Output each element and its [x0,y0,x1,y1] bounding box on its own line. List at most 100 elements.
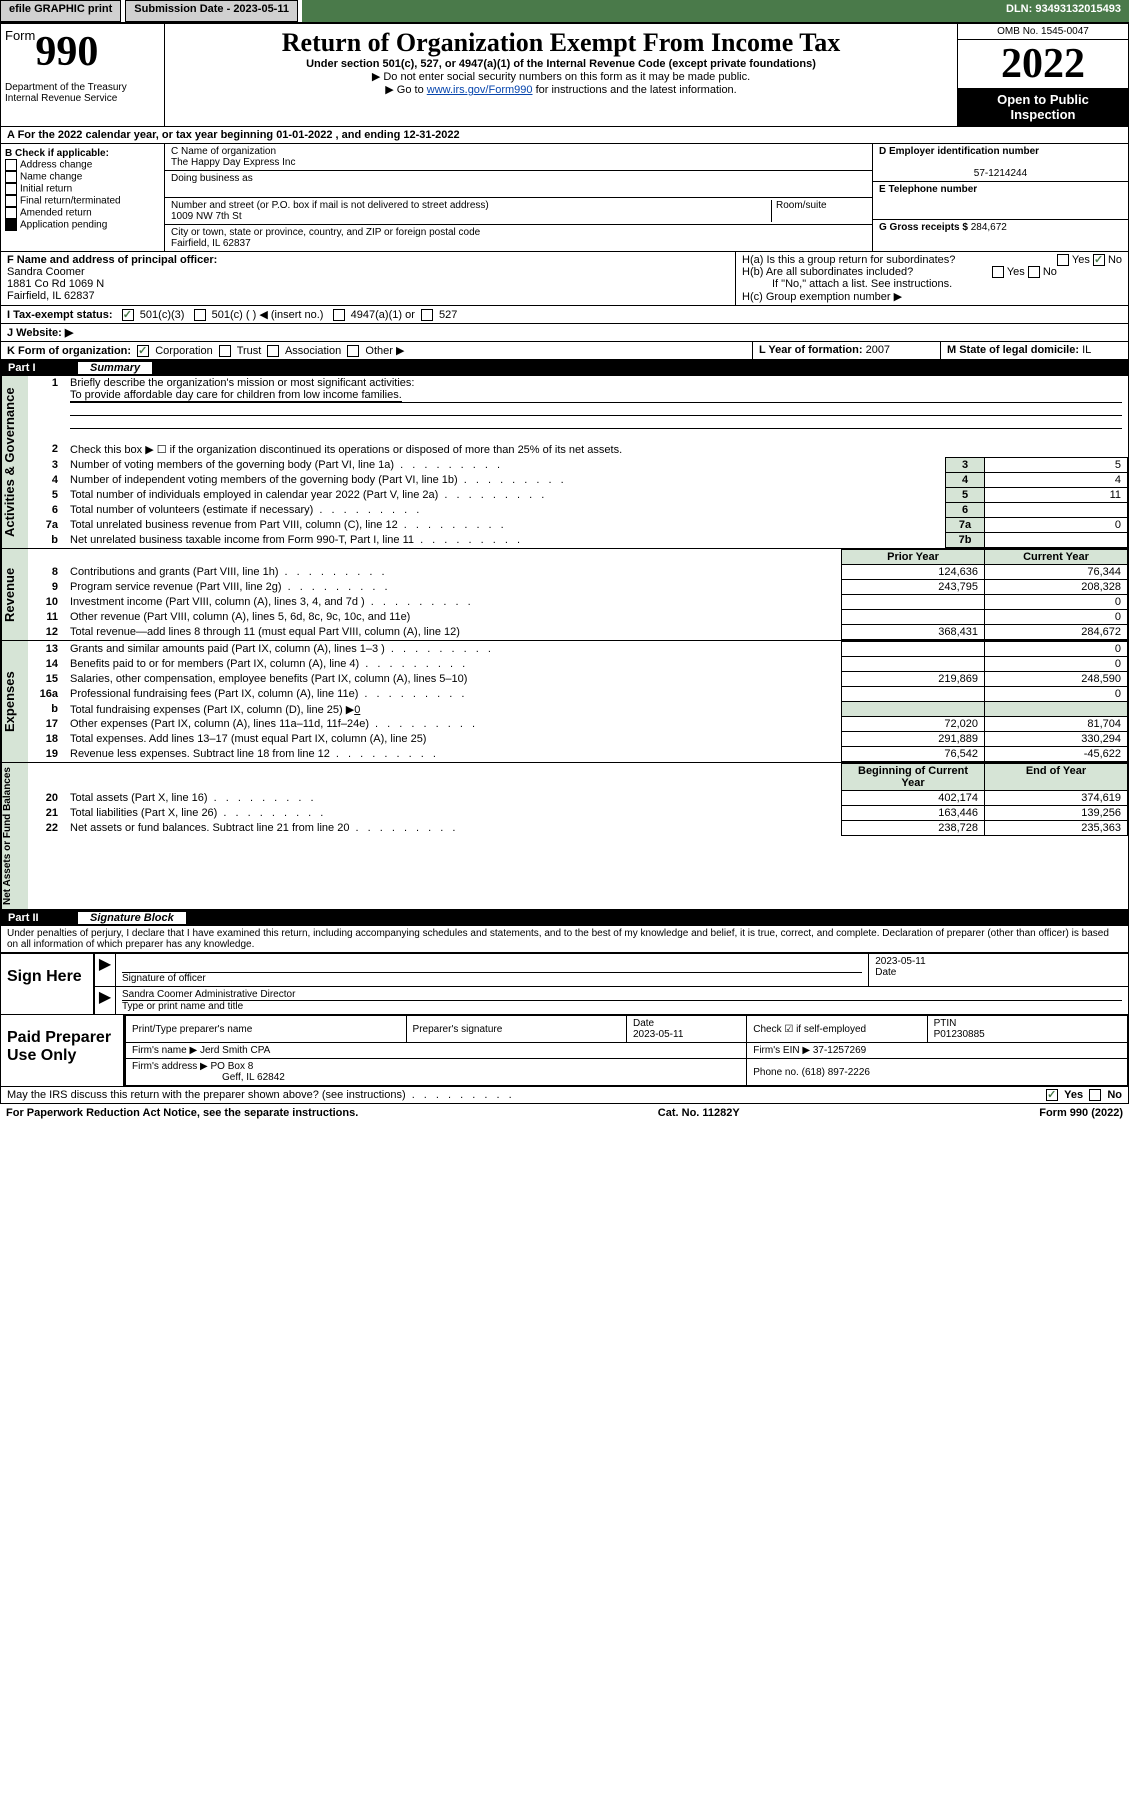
officer-name: Sandra Coomer [7,266,85,278]
prep-h2: Preparer's signature [413,1024,503,1035]
v6 [985,503,1128,518]
p21: 163,446 [842,806,985,821]
chk-address[interactable] [5,159,17,171]
discuss-q: May the IRS discuss this return with the… [7,1089,515,1101]
gov-table: 1 Briefly describe the organization's mi… [28,376,1128,548]
footer-left: For Paperwork Reduction Act Notice, see … [6,1107,358,1119]
org-name: The Happy Day Express Inc [171,157,296,168]
name-label: Type or print name and title [122,1001,243,1012]
hdr-beg: Beginning of Current Year [842,764,985,791]
preparer-block: Paid Preparer Use Only Print/Type prepar… [0,1015,1129,1087]
part2-num: Part II [8,912,78,924]
preparer-left-label: Paid Preparer Use Only [1,1015,125,1086]
discuss-no-label: No [1107,1089,1122,1101]
firm-addr1: PO Box 8 [211,1061,254,1072]
c13: 0 [985,642,1128,657]
c11: 0 [985,610,1128,625]
l19: Revenue less expenses. Subtract line 18 … [64,747,842,762]
chk-name[interactable] [5,171,17,183]
chk-assoc[interactable] [267,345,279,357]
box-l: L Year of formation: 2007 [753,342,941,359]
p9: 243,795 [842,580,985,595]
ha-label: H(a) Is this a group return for subordin… [742,254,955,266]
prep-h3: Date [633,1018,654,1029]
public-2: Inspection [962,107,1124,122]
addr-label: Firm's address ▶ [132,1061,208,1072]
chk-4947[interactable] [333,309,345,321]
chk-pending[interactable] [5,219,17,231]
part1-num: Part I [8,362,78,374]
m-label: M State of legal domicile: [947,344,1079,356]
sig-arrow-1: ▶ [95,954,115,986]
p14 [842,657,985,672]
ein-label: D Employer identification number [879,146,1039,157]
addr-label: Number and street (or P.O. box if mail i… [171,200,489,211]
submission-button[interactable]: Submission Date - 2023-05-11 [125,0,298,22]
l15: Salaries, other compensation, employee b… [64,672,842,687]
hb-yes[interactable] [992,266,1004,278]
p8: 124,636 [842,565,985,580]
p22: 238,728 [842,821,985,836]
k-o1: Corporation [155,345,212,357]
gov-section: Activities & Governance 1 Briefly descri… [0,376,1129,549]
f-label: F Name and address of principal officer: [7,254,217,266]
l16b-pre: Total fundraising expenses (Part IX, col… [70,704,354,716]
title-block: Return of Organization Exempt From Incom… [165,24,957,126]
gross-label: G Gross receipts $ [879,222,968,233]
efile-button[interactable]: efile GRAPHIC print [0,0,121,22]
firm-phone: (618) 897-2226 [802,1067,870,1078]
c-dba-row: Doing business as [165,171,872,198]
c20: 374,619 [985,791,1128,806]
c21: 139,256 [985,806,1128,821]
f-h-block: F Name and address of principal officer:… [0,252,1129,306]
officer-addr1: 1881 Co Rd 1069 N [7,278,104,290]
l1-value: To provide affordable day care for child… [70,389,402,402]
chk-other[interactable] [347,345,359,357]
vlabel-gov: Activities & Governance [1,376,28,548]
l-label: L Year of formation: [759,344,863,356]
c8: 76,344 [985,565,1128,580]
part2-title: Signature Block [78,912,186,924]
prep-h5: PTIN [934,1018,957,1029]
discuss-yes[interactable] [1046,1089,1058,1101]
v4: 4 [985,473,1128,488]
chk-501c[interactable] [194,309,206,321]
irs-link[interactable]: www.irs.gov/Form990 [427,84,533,96]
chk-corp[interactable] [137,345,149,357]
chk-initial[interactable] [5,183,17,195]
chk-amended[interactable] [5,207,17,219]
discuss-row: May the IRS discuss this return with the… [0,1087,1129,1104]
l14: Benefits paid to or for members (Part IX… [64,657,842,672]
ha-yes[interactable] [1057,254,1069,266]
i-o2: 501(c) ( ) ◀ (insert no.) [212,309,324,321]
ha-no-label: No [1108,254,1122,266]
p20: 402,174 [842,791,985,806]
h-a: H(a) Is this a group return for subordin… [742,254,1122,266]
box-f: F Name and address of principal officer:… [1,252,736,305]
discuss-no[interactable] [1089,1089,1101,1101]
k-o2: Trust [237,345,262,357]
ein-label: Firm's EIN ▶ [753,1045,810,1056]
h-b: H(b) Are all subordinates included? Yes … [742,266,1122,278]
chk-501c3[interactable] [122,309,134,321]
exp-table: 13Grants and similar amounts paid (Part … [28,641,1128,762]
form-header: Form990 Department of the Treasury Inter… [0,23,1129,127]
c14: 0 [985,657,1128,672]
dln-label: DLN: 93493132015493 [998,0,1129,22]
footer-right: Form 990 (2022) [1039,1107,1123,1119]
p16a [842,687,985,702]
l11: Other revenue (Part VIII, column (A), li… [64,610,842,625]
ha-no[interactable] [1093,254,1105,266]
chk-527[interactable] [421,309,433,321]
c-city-row: City or town, state or province, country… [165,225,872,251]
tax-year: 2022 [958,40,1128,88]
p11 [842,610,985,625]
k-o4: Other ▶ [365,345,404,357]
hb-no[interactable] [1028,266,1040,278]
box-c: C Name of organization The Happy Day Exp… [165,144,872,251]
omb-number: OMB No. 1545-0047 [958,24,1128,40]
footer-mid: Cat. No. 11282Y [658,1107,740,1119]
chk-trust[interactable] [219,345,231,357]
chk-final[interactable] [5,195,17,207]
j-label: J Website: ▶ [7,327,73,339]
